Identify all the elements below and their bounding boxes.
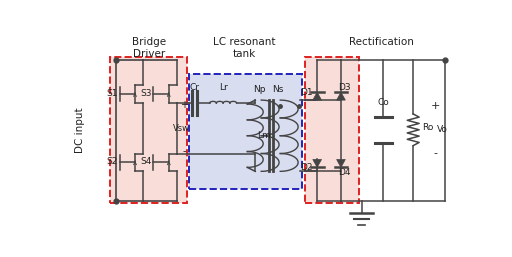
Polygon shape [336,159,345,167]
Text: Ro: Ro [422,123,434,132]
Text: Rectification: Rectification [349,37,414,47]
Text: S1: S1 [106,89,118,98]
Text: D2: D2 [300,163,312,172]
Text: Lm: Lm [257,131,271,140]
Text: +: + [431,101,440,111]
FancyBboxPatch shape [189,74,302,189]
Text: -: - [182,146,185,157]
Text: S3: S3 [140,89,152,98]
Polygon shape [336,92,345,100]
Text: Cr: Cr [189,83,200,92]
Text: Co: Co [377,98,389,107]
FancyBboxPatch shape [110,57,187,203]
Text: Ns: Ns [272,85,284,94]
Text: Vo: Vo [437,125,448,134]
Text: S2: S2 [106,157,118,166]
Polygon shape [313,92,322,100]
Text: Bridge
Driver: Bridge Driver [132,37,166,59]
Text: DC input: DC input [75,107,85,153]
Text: D1: D1 [300,88,312,97]
FancyBboxPatch shape [305,57,359,203]
Text: D3: D3 [338,83,350,92]
Text: LC resonant
tank: LC resonant tank [214,37,276,59]
Text: -: - [434,149,438,159]
Text: +: + [180,100,188,110]
Text: Np: Np [253,85,266,94]
Text: Vsw: Vsw [173,124,190,133]
Polygon shape [313,159,322,167]
Text: Lr: Lr [219,83,227,92]
Text: D4: D4 [338,168,350,177]
Text: S4: S4 [140,157,152,166]
